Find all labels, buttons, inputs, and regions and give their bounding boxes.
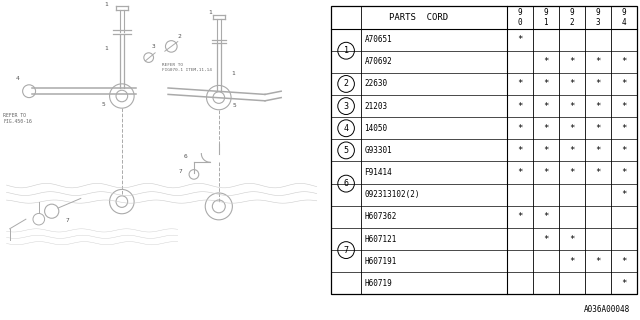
Text: H607191: H607191: [365, 257, 397, 266]
Text: *: *: [517, 146, 522, 155]
Text: PARTS  CORD: PARTS CORD: [389, 13, 449, 22]
Text: *: *: [543, 79, 548, 88]
Text: *: *: [595, 57, 600, 66]
Text: 9
4: 9 4: [621, 8, 626, 27]
Text: *: *: [517, 101, 522, 111]
Text: 9
1: 9 1: [543, 8, 548, 27]
Text: 4: 4: [344, 124, 349, 133]
Text: *: *: [621, 168, 627, 177]
Text: 9
2: 9 2: [570, 8, 574, 27]
Text: H607121: H607121: [365, 235, 397, 244]
Text: *: *: [621, 146, 627, 155]
Text: 1: 1: [105, 2, 109, 7]
Text: 4: 4: [16, 76, 20, 81]
Text: *: *: [621, 79, 627, 88]
Text: *: *: [569, 257, 575, 266]
Text: *: *: [543, 57, 548, 66]
Text: 9
0: 9 0: [518, 8, 522, 27]
Text: *: *: [569, 124, 575, 133]
Text: *: *: [621, 279, 627, 288]
Text: 6: 6: [184, 154, 188, 159]
Text: *: *: [543, 124, 548, 133]
Text: H607362: H607362: [365, 212, 397, 221]
Text: 5: 5: [344, 146, 349, 155]
Text: 2: 2: [177, 34, 181, 39]
Text: *: *: [569, 101, 575, 111]
Text: *: *: [517, 35, 522, 44]
Text: *: *: [595, 257, 600, 266]
Text: 3: 3: [152, 44, 156, 49]
Text: 7: 7: [66, 218, 70, 223]
Text: *: *: [595, 101, 600, 111]
Text: 14050: 14050: [365, 124, 388, 133]
Text: *: *: [621, 190, 627, 199]
Text: 6: 6: [344, 179, 349, 188]
Text: *: *: [543, 101, 548, 111]
Text: 7: 7: [344, 245, 349, 255]
Text: *: *: [569, 57, 575, 66]
Text: *: *: [543, 146, 548, 155]
Text: 092313102(2): 092313102(2): [365, 190, 420, 199]
Text: G93301: G93301: [365, 146, 392, 155]
Text: H60719: H60719: [365, 279, 392, 288]
Text: *: *: [543, 235, 548, 244]
Text: *: *: [621, 124, 627, 133]
Text: A70692: A70692: [365, 57, 392, 66]
Text: *: *: [569, 146, 575, 155]
Text: *: *: [569, 168, 575, 177]
Text: 3: 3: [344, 101, 349, 111]
Text: *: *: [517, 168, 522, 177]
Text: *: *: [543, 212, 548, 221]
Text: REFER TO
FIG.450-16: REFER TO FIG.450-16: [3, 113, 32, 124]
Text: *: *: [621, 101, 627, 111]
Text: *: *: [621, 57, 627, 66]
Text: 21203: 21203: [365, 101, 388, 111]
Text: 9
3: 9 3: [595, 8, 600, 27]
Text: REFER TO
FIG070-1 ITEM,11,14: REFER TO FIG070-1 ITEM,11,14: [161, 63, 211, 71]
Text: *: *: [517, 79, 522, 88]
Text: A036A00048: A036A00048: [584, 305, 630, 314]
Text: 1: 1: [105, 45, 109, 51]
Text: 7: 7: [179, 169, 183, 174]
Text: *: *: [621, 257, 627, 266]
Text: *: *: [517, 124, 522, 133]
Text: 1: 1: [344, 46, 349, 55]
Text: F91414: F91414: [365, 168, 392, 177]
Text: *: *: [569, 79, 575, 88]
Text: 22630: 22630: [365, 79, 388, 88]
Text: *: *: [543, 168, 548, 177]
Text: 5: 5: [232, 103, 236, 108]
Text: *: *: [595, 168, 600, 177]
Text: *: *: [595, 124, 600, 133]
Text: 1: 1: [231, 71, 235, 76]
Text: 2: 2: [344, 79, 349, 88]
Text: *: *: [595, 79, 600, 88]
Text: 1: 1: [208, 10, 212, 15]
Text: A70651: A70651: [365, 35, 392, 44]
Text: *: *: [595, 146, 600, 155]
Text: *: *: [569, 235, 575, 244]
Text: 5: 5: [102, 101, 106, 107]
Text: *: *: [517, 212, 522, 221]
